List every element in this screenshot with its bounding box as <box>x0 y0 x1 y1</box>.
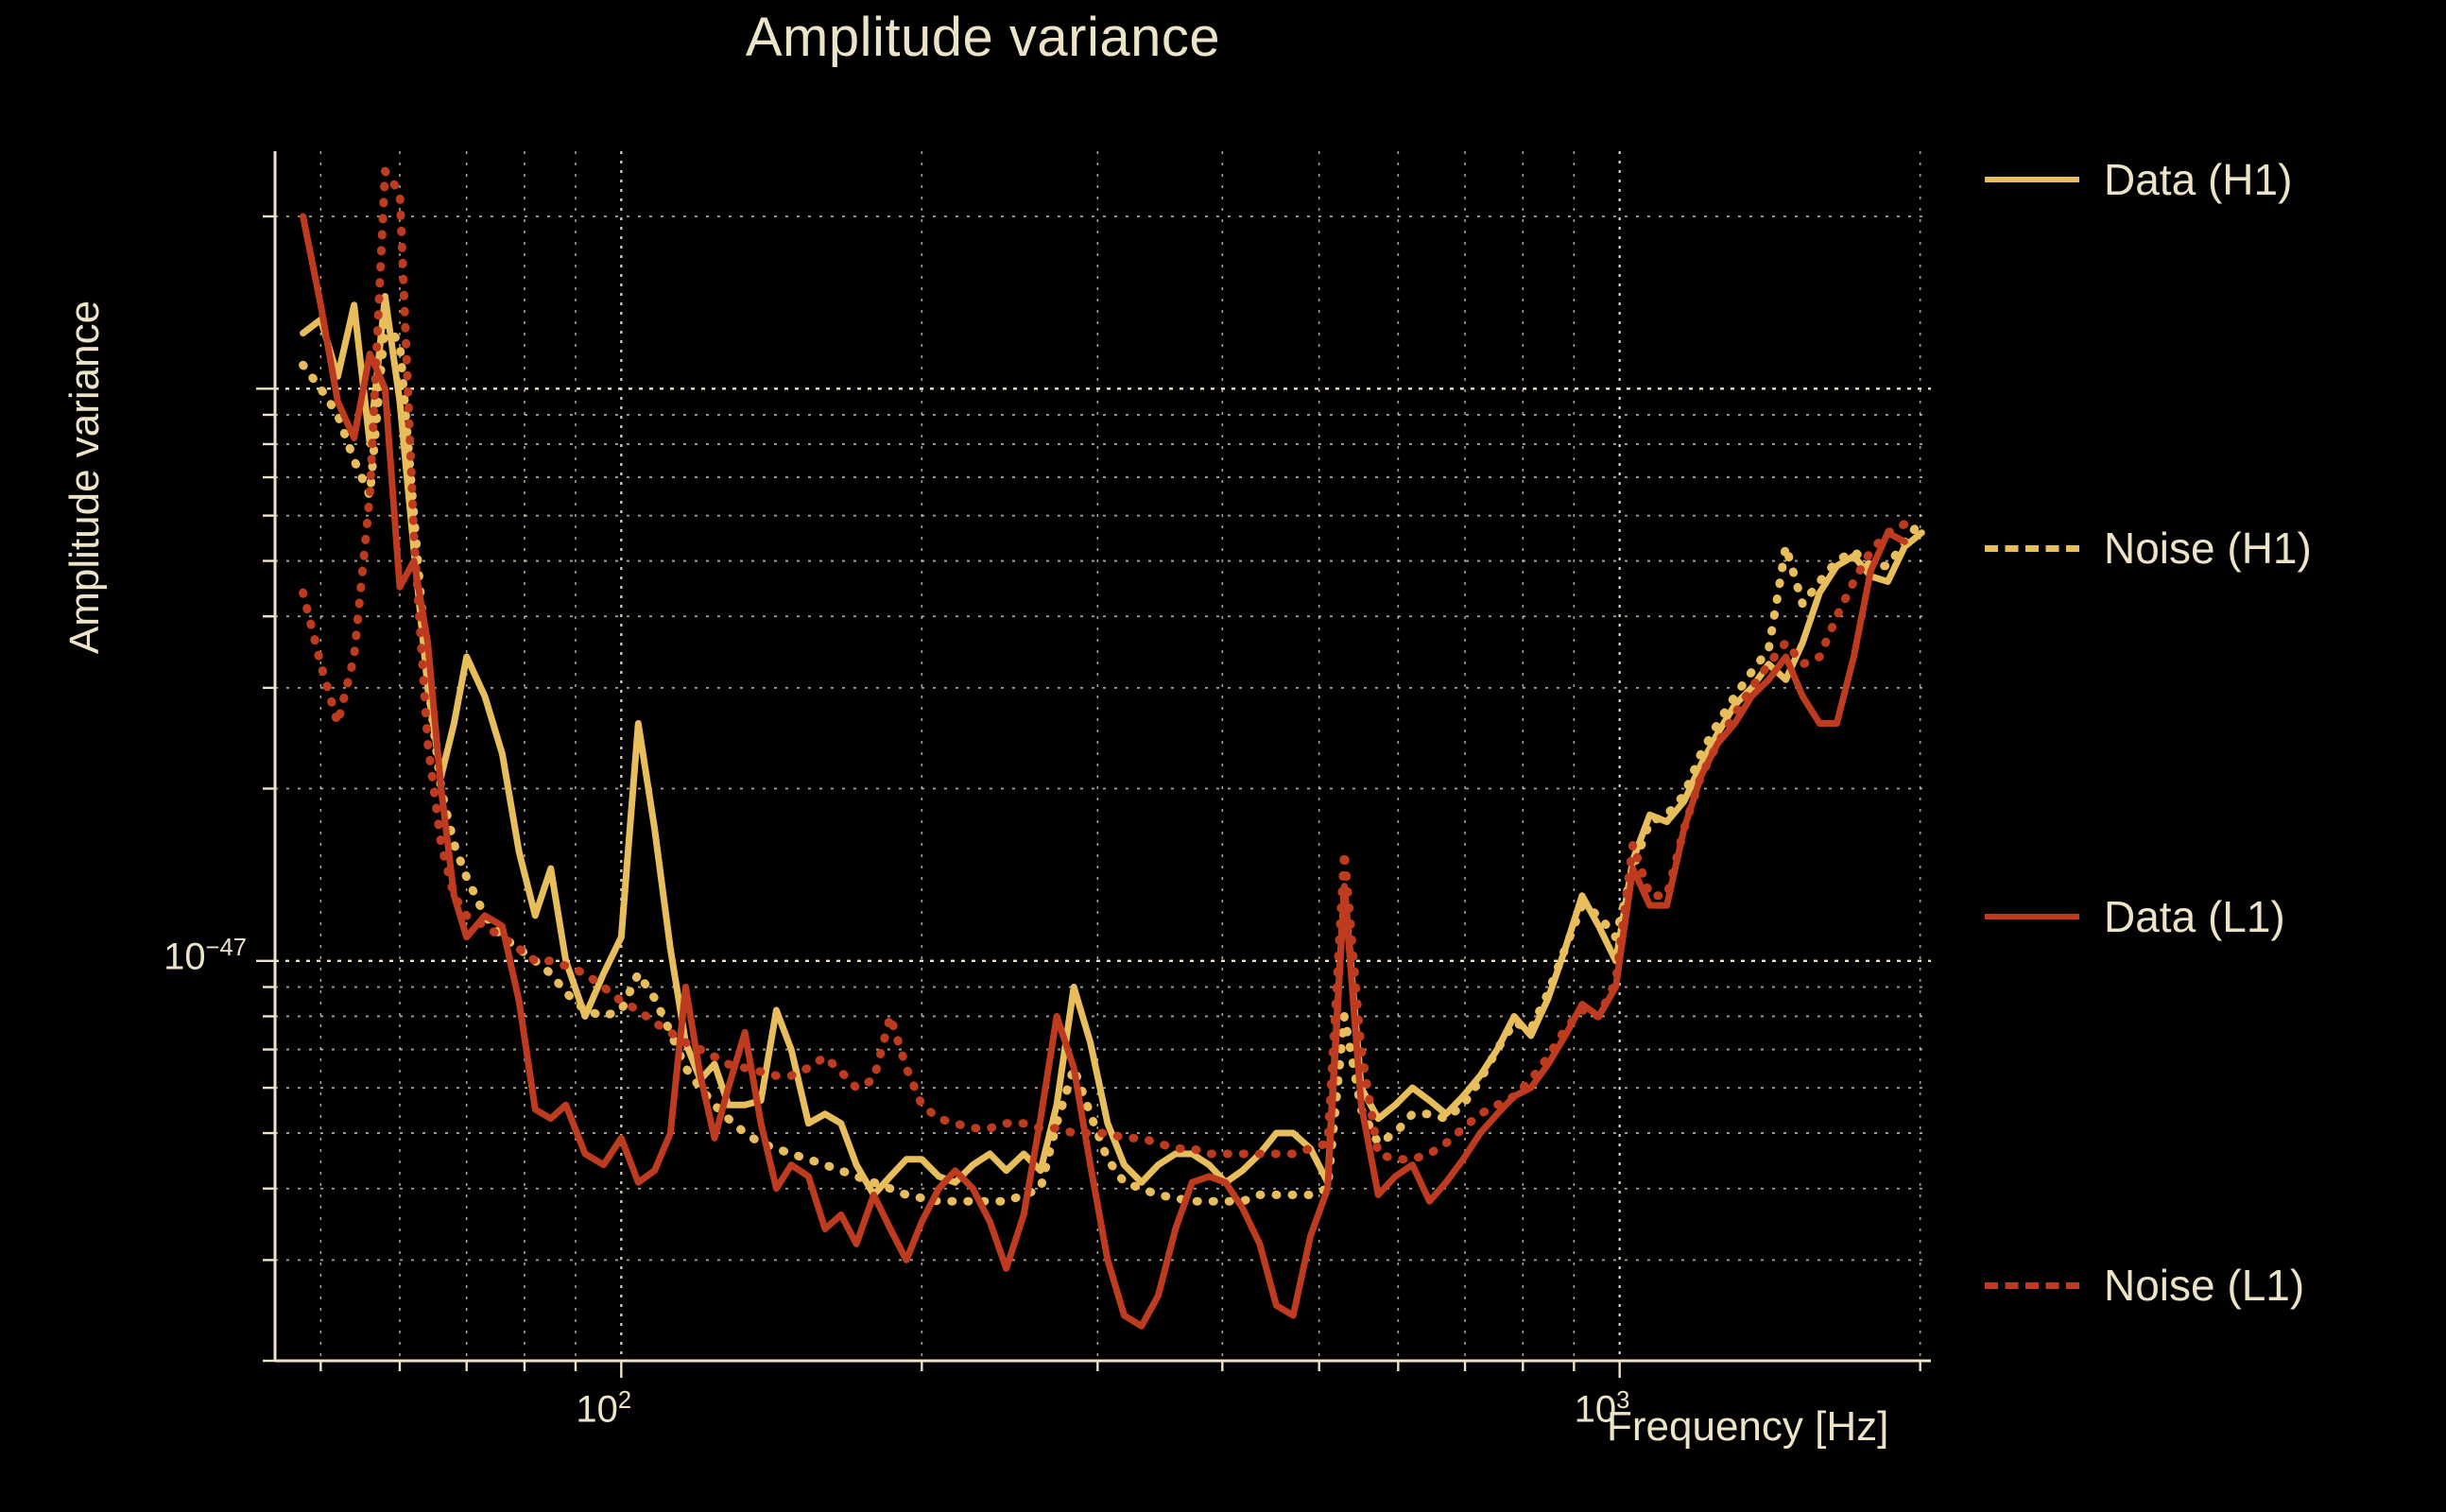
legend-label: Data (L1) <box>2104 892 2285 941</box>
series-line-noise-h1 <box>299 318 1926 1206</box>
legend-swatch-solid-icon <box>1985 177 2079 182</box>
legend-label: Noise (H1) <box>2104 524 2312 573</box>
chart-legend: Data (H1) Noise (H1) Data (L1) Noise (L1) <box>1985 151 2429 1361</box>
legend-item-noise-h1[interactable]: Noise (H1) <box>1985 520 2312 576</box>
chart-title: Amplitude variance <box>745 7 1221 68</box>
legend-item-data-h1[interactable]: Data (H1) <box>1985 151 2292 208</box>
series-line-noise-l1 <box>299 166 1909 1164</box>
series-line-data-l1 <box>300 213 1908 1330</box>
legend-label: Data (H1) <box>2104 155 2293 204</box>
series-group <box>299 166 1926 1330</box>
legend-item-data-l1[interactable]: Data (L1) <box>1985 888 2285 945</box>
legend-item-noise-l1[interactable]: Noise (L1) <box>1985 1257 2304 1314</box>
x-tick-label: 103 <box>1574 1387 1630 1431</box>
x-axis-label: Frequency [Hz] <box>1607 1403 1889 1450</box>
legend-swatch-dotted-icon <box>1985 1281 2079 1289</box>
series-line-data-h1 <box>300 293 1925 1198</box>
x-tick-label: 102 <box>576 1387 632 1431</box>
legend-swatch-dotted-icon <box>1985 544 2079 552</box>
y-tick-label: 10−47 <box>164 934 247 978</box>
legend-swatch-solid-icon <box>1985 914 2079 919</box>
legend-label: Noise (L1) <box>2104 1261 2305 1310</box>
